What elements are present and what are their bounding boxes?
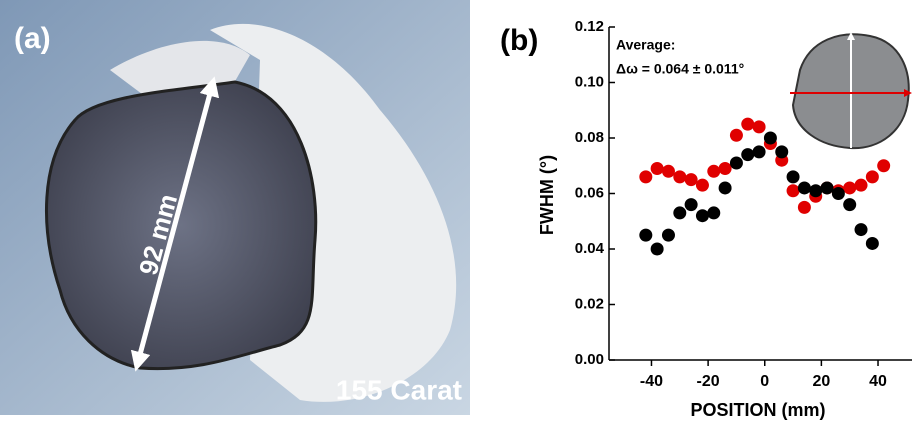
point bbox=[741, 118, 754, 131]
y-tick-label: 0.08 bbox=[575, 129, 604, 146]
point bbox=[651, 243, 664, 256]
point bbox=[639, 229, 652, 242]
point bbox=[719, 181, 732, 194]
y-tick-label: 0.10 bbox=[575, 73, 604, 90]
point bbox=[662, 165, 675, 178]
point bbox=[798, 201, 811, 214]
point bbox=[707, 206, 720, 219]
y-tick-label: 0.04 bbox=[575, 240, 605, 257]
point bbox=[639, 170, 652, 183]
figure: (a) 92 mm 155 Carat 0.00 0.02 0.04 0.06 0.08… bbox=[0, 0, 912, 425]
point bbox=[843, 198, 856, 211]
y-tick-label: 0.12 bbox=[575, 18, 604, 35]
point bbox=[764, 132, 777, 145]
point bbox=[809, 184, 822, 197]
point bbox=[866, 237, 879, 250]
x-tick-label: 20 bbox=[812, 373, 830, 390]
point bbox=[798, 181, 811, 194]
annotation: Δω = 0.064 ± 0.011° bbox=[616, 61, 744, 77]
point bbox=[787, 170, 800, 183]
x-tick-label: -40 bbox=[640, 373, 663, 390]
panel-label: (b) bbox=[500, 24, 538, 57]
point bbox=[866, 170, 879, 183]
y-axis-label: FWHM (°) bbox=[537, 155, 557, 235]
x-tick-label: 40 bbox=[869, 373, 887, 390]
point bbox=[730, 156, 743, 169]
point bbox=[741, 148, 754, 161]
point bbox=[821, 181, 834, 194]
point bbox=[753, 145, 766, 158]
point bbox=[651, 162, 664, 175]
x-axis-label: POSITION (mm) bbox=[690, 400, 825, 420]
point bbox=[696, 209, 709, 222]
point bbox=[775, 145, 788, 158]
point bbox=[877, 159, 890, 172]
inset bbox=[785, 28, 912, 153]
x-tick-label: 0 bbox=[760, 373, 769, 390]
y-tick-label: 0.00 bbox=[575, 351, 604, 368]
photo: (a) 92 mm 155 Carat bbox=[0, 0, 470, 415]
caption: 155 Carat bbox=[336, 374, 462, 405]
point bbox=[855, 223, 868, 236]
annotation: Average: bbox=[616, 37, 675, 53]
y-tick-label: 0.06 bbox=[575, 184, 604, 201]
point bbox=[855, 179, 868, 192]
point bbox=[673, 206, 686, 219]
point bbox=[685, 198, 698, 211]
point bbox=[673, 170, 686, 183]
point bbox=[730, 129, 743, 142]
point bbox=[753, 120, 766, 133]
point bbox=[787, 184, 800, 197]
point bbox=[843, 181, 856, 194]
point bbox=[832, 187, 845, 200]
point bbox=[719, 162, 732, 175]
point bbox=[707, 165, 720, 178]
x-tick-label: -20 bbox=[697, 373, 720, 390]
point bbox=[662, 229, 675, 242]
point bbox=[685, 173, 698, 186]
y-tick-label: 0.02 bbox=[575, 295, 604, 312]
point bbox=[696, 179, 709, 192]
panel-label: (a) bbox=[14, 22, 51, 55]
